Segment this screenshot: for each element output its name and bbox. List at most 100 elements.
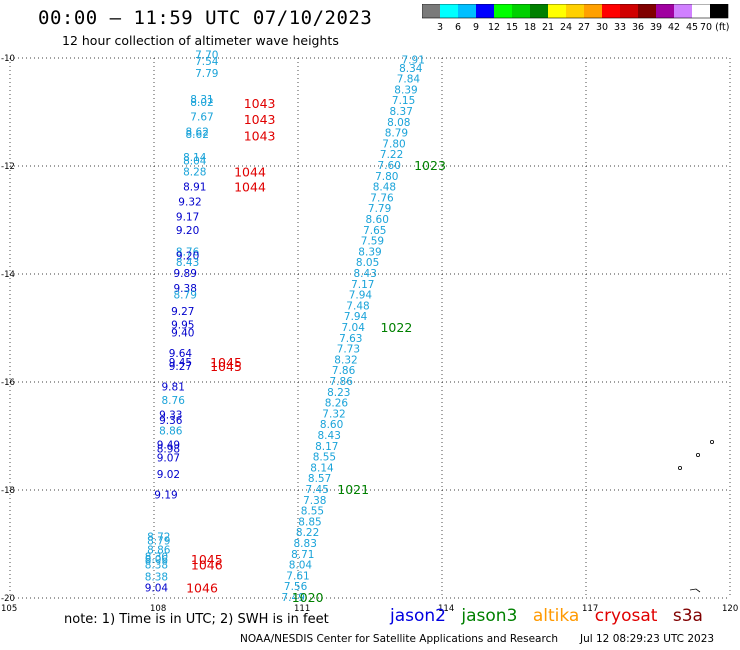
swh-label: 8.32 bbox=[334, 354, 357, 366]
colorbar-label: 39 bbox=[650, 22, 662, 33]
colorbar-label: 3 bbox=[437, 22, 443, 33]
swh-label: 7.67 bbox=[190, 111, 213, 123]
colorbar-label: 33 bbox=[614, 22, 626, 33]
x-tick-label: 108 bbox=[150, 604, 166, 614]
pressure-label: 1044 bbox=[234, 180, 266, 195]
coastline-icon bbox=[689, 588, 701, 593]
swh-label: 9.27 bbox=[169, 361, 192, 373]
pressure-label: 1044 bbox=[234, 164, 266, 179]
swh-label: 8.17 bbox=[315, 441, 338, 453]
swh-label: 9.04 bbox=[145, 582, 169, 594]
swh-label: 7.32 bbox=[322, 408, 345, 420]
colorbar-label: 45 bbox=[686, 22, 698, 33]
colorbar-swatch bbox=[440, 4, 458, 18]
swh-label: 7.79 bbox=[368, 203, 391, 215]
colorbar-label: 27 bbox=[578, 22, 590, 33]
swh-label: 8.30 bbox=[145, 552, 168, 564]
swh-label: 7.38 bbox=[303, 495, 326, 507]
note-text: note: 1) Time is in UTC; 2) SWH is in fe… bbox=[64, 612, 329, 627]
colorbar-label: 6 bbox=[455, 22, 461, 33]
pressure-label: 1045 bbox=[210, 355, 242, 370]
swh-label: 8.38 bbox=[145, 560, 168, 572]
y-tick-label: -20 bbox=[1, 594, 15, 604]
swh-label: 8.86 bbox=[159, 426, 183, 438]
swh-label: 8.02 bbox=[190, 97, 213, 109]
x-tick-label: 114 bbox=[438, 604, 454, 614]
swh-label: 9.27 bbox=[171, 306, 194, 318]
satellite-cryosat: cryosat bbox=[594, 606, 658, 626]
swh-label: 9.64 bbox=[169, 348, 193, 360]
swh-label: 7.76 bbox=[370, 192, 394, 204]
swh-label: 8.79 bbox=[147, 535, 170, 547]
chart-subtitle: 12 hour collection of altimeter wave hei… bbox=[62, 33, 339, 48]
colorbar-label: 21 bbox=[542, 22, 554, 33]
colorbar-label: 15 bbox=[506, 22, 518, 33]
y-tick-label: -18 bbox=[1, 486, 15, 496]
chart-title: 00:00 — 11:59 UTC 07/10/2023 bbox=[38, 7, 373, 29]
satellite-s3a: s3a bbox=[672, 606, 703, 626]
colorbar-swatch bbox=[458, 4, 476, 18]
swh-label: 9.36 bbox=[159, 415, 183, 427]
swh-label: 7.73 bbox=[337, 344, 360, 356]
colorbar-swatch bbox=[656, 4, 674, 18]
footer-timestamp: Jul 12 08:29:23 UTC 2023 bbox=[580, 633, 715, 645]
x-tick-label: 111 bbox=[294, 604, 310, 614]
swh-label: 7.65 bbox=[363, 225, 386, 237]
swh-label: 8.79 bbox=[174, 290, 197, 302]
pressure-label: 1045 bbox=[191, 552, 223, 567]
swh-label: 8.86 bbox=[147, 544, 171, 556]
satellite-jason3: jason3 bbox=[461, 606, 518, 626]
swh-label: 8.39 bbox=[358, 246, 381, 258]
swh-label: 7.54 bbox=[195, 56, 219, 68]
colorbar-label: 12 bbox=[488, 22, 500, 33]
satellite-jason2: jason2 bbox=[390, 606, 446, 626]
swh-label: 8.04 bbox=[289, 560, 313, 572]
colorbar-label: 42 bbox=[668, 22, 680, 33]
y-tick-label: -10 bbox=[1, 54, 15, 64]
swh-label: 7.94 bbox=[349, 290, 373, 302]
colorbar-label: 70 (ft) bbox=[700, 22, 729, 33]
swh-label: 8.34 bbox=[399, 63, 423, 75]
x-tick-label: 105 bbox=[1, 604, 17, 614]
swh-label: 8.83 bbox=[294, 538, 317, 550]
pressure-label: 1021 bbox=[337, 482, 369, 497]
swh-label: 8.62 bbox=[186, 127, 209, 139]
swh-label: 9.20 bbox=[176, 225, 199, 237]
pressure-label: 1043 bbox=[244, 112, 276, 127]
swh-label: 8.76 bbox=[176, 246, 200, 258]
swh-label: 9.89 bbox=[174, 268, 197, 280]
swh-label: 8.85 bbox=[298, 516, 321, 528]
colorbar-swatch bbox=[530, 4, 548, 18]
swh-label: 7.79 bbox=[195, 68, 218, 80]
swh-label: 7.04 bbox=[342, 322, 366, 334]
swh-label: 8.60 bbox=[320, 419, 343, 431]
pressure-label: 1020 bbox=[292, 590, 324, 605]
swh-label: 8.91 bbox=[183, 182, 206, 194]
swh-label: 8.43 bbox=[318, 430, 341, 442]
colorbar-swatch bbox=[638, 4, 656, 18]
swh-label: 8.62 bbox=[186, 129, 209, 141]
swh-label: 8.38 bbox=[145, 571, 168, 583]
swh-label: 7.56 bbox=[284, 581, 308, 593]
colorbar-frame bbox=[422, 4, 729, 19]
swh-label: 8.05 bbox=[356, 257, 379, 269]
island-icon bbox=[710, 439, 715, 444]
colorbar-swatch bbox=[602, 4, 620, 18]
swh-label: 9.32 bbox=[178, 197, 201, 209]
colorbar-swatch bbox=[548, 4, 566, 18]
swh-label: 8.26 bbox=[325, 398, 349, 410]
swh-label: 8.55 bbox=[301, 506, 324, 518]
swh-label: 9.49 bbox=[157, 440, 180, 452]
swh-label: 8.48 bbox=[373, 182, 396, 194]
y-tick-label: -14 bbox=[1, 270, 15, 280]
swh-label: 9.02 bbox=[157, 469, 180, 481]
colorbar-swatch bbox=[584, 4, 602, 18]
swh-label: 7.63 bbox=[339, 333, 362, 345]
swh-label: 7.70 bbox=[195, 49, 218, 61]
swh-label: 8.57 bbox=[308, 473, 331, 485]
swh-label: 7.86 bbox=[330, 376, 354, 388]
swh-label: 8.14 bbox=[310, 462, 334, 474]
swh-label: 7.15 bbox=[392, 95, 415, 107]
swh-label: 7.45 bbox=[306, 484, 329, 496]
swh-label: 8.06 bbox=[145, 554, 169, 566]
